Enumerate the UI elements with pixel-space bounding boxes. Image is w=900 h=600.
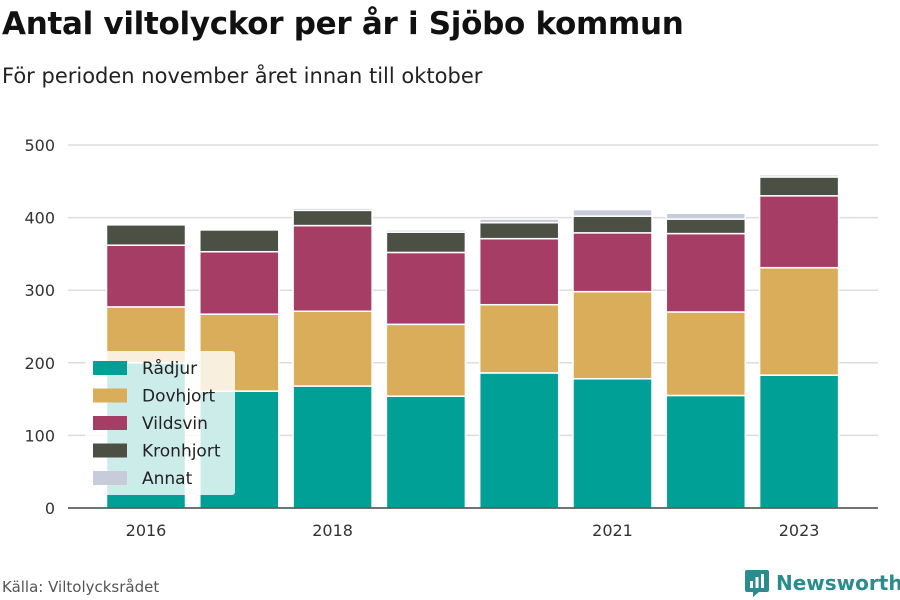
bar-segment [478,221,560,240]
legend-label: Dovhjort [142,387,215,407]
x-tick-label: 2016 [126,521,167,540]
bar-segment [105,244,187,308]
bar-segment [385,229,467,233]
bar-segment [385,395,467,509]
bar-segment [665,394,747,509]
x-tick-label: 2023 [779,521,820,540]
chart-subtitle: För perioden november året innan till ok… [2,64,483,88]
bar-segment [758,176,840,197]
bar-segment [572,215,653,234]
y-tick-label: 400 [24,209,55,228]
bar-segment [758,374,840,509]
legend-swatch [93,443,127,458]
bar-segment [105,224,187,246]
legend-swatch [93,471,127,485]
source-note: Källa: Viltolycksrådet [2,578,160,596]
legend-label: Rådjur [142,358,197,379]
bar-segment [385,251,467,326]
y-tick-label: 500 [24,136,55,155]
y-tick-label: 200 [24,354,55,373]
bar-segment [665,232,747,313]
bar-segment [292,209,373,227]
bar-segment [292,310,373,387]
bar-segment [292,224,373,313]
bar-segment [478,237,560,306]
legend-swatch [93,388,127,403]
x-tick-label: 2021 [592,521,633,540]
bar-segment [665,218,747,235]
legend-label: Kronhjort [142,442,221,462]
bar-segment [292,385,373,509]
y-tick-label: 0 [45,499,55,518]
y-tick-label: 300 [24,281,55,300]
legend-swatch [93,361,127,375]
bar-segment [758,174,840,178]
x-tick-label: 2018 [312,521,353,540]
bar-segment [572,208,653,217]
bar-segment [199,250,280,315]
bar-segment [199,229,280,253]
bar-segment [572,290,653,380]
bar-segment [572,232,653,293]
brand-name: Newsworthy [776,571,900,595]
bar-segment [758,195,840,269]
legend-swatch [93,416,127,430]
legend-background [85,351,235,495]
legend: Rådjur Dovhjort Vildsvin Kronhjort Annat [85,351,235,495]
y-tick-label: 100 [24,426,55,445]
bar-segment [572,378,653,509]
bar-segment [665,212,747,220]
bar-segment [478,218,560,224]
bar-segment [478,303,560,374]
bar-segment [385,323,467,397]
bar-segment [292,207,373,212]
chart-title: Antal viltolyckor per år i Sjöbo kommun [2,6,684,42]
bar-segment [385,231,467,254]
newsworthy-logo-icon [745,570,769,597]
bar-segment [665,311,747,397]
bar-segment [758,266,840,376]
bar-segment [478,372,560,509]
brand-logo: Newsworthy [744,568,900,598]
legend-label: Vildsvin [142,414,208,434]
legend-label: Annat [142,469,193,489]
